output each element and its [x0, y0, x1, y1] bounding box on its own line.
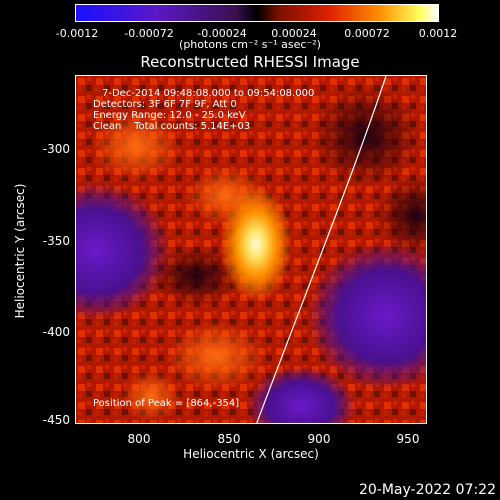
colorbar-tick: 0.00024 — [271, 27, 317, 40]
y-tick-label: -350 — [42, 234, 70, 248]
peak-position-text: Position of Peak = [864,-354] — [93, 398, 240, 409]
x-tick-label: 950 — [396, 432, 420, 446]
y-axis-label: Heliocentric Y (arcsec) — [13, 183, 27, 319]
y-tick-label: -300 — [42, 142, 70, 156]
image-plot: 7-Dec-2014 09:48:08.000 to 09:54:08.000 … — [75, 75, 427, 424]
heatmap-image — [76, 76, 426, 423]
colorbar-units: (photons cm⁻² s⁻¹ asec⁻²) — [179, 38, 321, 51]
colorbar-tick: -0.0012 — [55, 27, 99, 40]
time-range-text: 7-Dec-2014 09:48:08.000 to 09:54:08.000 — [102, 88, 315, 99]
y-tick-label: -450 — [42, 413, 70, 427]
colorbar-tick: -0.00024 — [197, 27, 247, 40]
x-tick-label: 900 — [307, 432, 331, 446]
clean-counts-text: Clean Total counts: 5.14E+03 — [93, 121, 251, 132]
energy-range-text: Energy Range: 12.0 - 25.0 keV — [93, 110, 246, 121]
x-axis-label: Heliocentric X (arcsec) — [183, 447, 319, 461]
plot-title: Reconstructed RHESSI Image — [140, 53, 360, 71]
colorbar-tick: -0.00072 — [124, 27, 174, 40]
colorbar-tick: 0.00072 — [344, 27, 390, 40]
y-tick-label: -400 — [42, 325, 70, 339]
x-tick-label: 850 — [217, 432, 241, 446]
detectors-text: Detectors: 3F 6F 7F 9F, Att 0 — [93, 99, 237, 110]
timestamp: 20-May-2022 07:22 — [358, 482, 496, 498]
colorbar-tick: 0.0012 — [418, 27, 458, 40]
x-tick-label: 800 — [127, 432, 151, 446]
colorbar — [75, 4, 439, 22]
limb-line — [256, 76, 387, 423]
